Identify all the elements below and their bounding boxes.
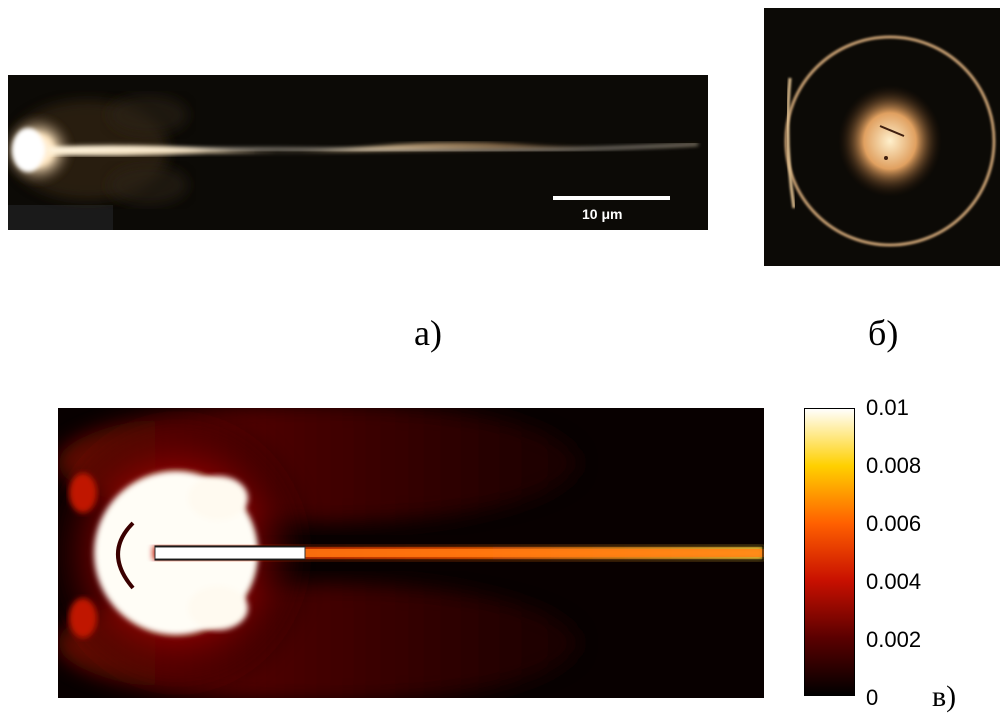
panel-b-label: б) — [868, 313, 899, 353]
colorbar-tick-label: 0.01 — [866, 395, 909, 420]
colorbar-tick-label: 0 — [866, 685, 879, 710]
panel-c-heatmap — [58, 408, 764, 698]
colorbar-tick-label: 0.006 — [866, 511, 922, 536]
colorbar-tick-label: 0.008 — [866, 453, 922, 478]
panel-c-label: в) — [932, 680, 957, 713]
scale-bar-label: 10 μm — [582, 206, 623, 222]
panel-a-label: a) — [414, 313, 442, 353]
colorbar-tick-label: 0.004 — [866, 569, 922, 594]
colorbar — [804, 408, 860, 698]
panel-a-micrograph: 10 μm — [8, 75, 708, 230]
panel-b-micrograph — [764, 8, 1000, 266]
colorbar-tick-label: 0.002 — [866, 627, 922, 652]
